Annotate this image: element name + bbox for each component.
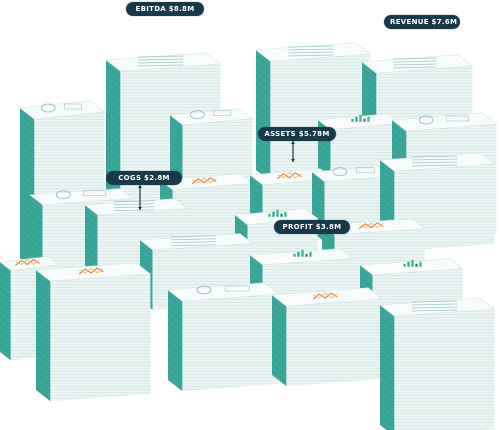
bar-chart-icon — [268, 209, 287, 217]
assets-connector — [291, 141, 295, 162]
text-document-icon — [171, 235, 217, 247]
ebitda-label: EBITDA $8.8M — [126, 2, 204, 16]
cogs-label: COGS $2.8M — [106, 171, 182, 185]
text-document-icon — [288, 45, 334, 57]
stack-front-2 — [167, 282, 280, 392]
label-connectors — [138, 141, 295, 210]
pie-chart-icon — [332, 167, 348, 177]
bar-chart-icon — [293, 249, 312, 257]
text-document-icon — [393, 57, 437, 69]
bar-chart-icon — [403, 259, 422, 267]
pie-chart-icon — [196, 285, 212, 295]
line-chart-icon — [359, 222, 384, 230]
assets-label: ASSETS $5.78M — [258, 127, 336, 141]
line-chart-icon — [78, 267, 104, 275]
stack-front-1 — [35, 262, 152, 402]
pie-chart-icon — [40, 103, 56, 113]
text-document-icon — [138, 55, 184, 67]
text-document-icon — [412, 300, 458, 312]
cogs-connector — [138, 185, 142, 210]
line-chart-icon — [15, 258, 40, 266]
revenue-label: REVENUE $7.6M — [384, 15, 460, 29]
line-chart-icon — [312, 292, 338, 300]
profit-label: PROFIT $3.8M — [274, 220, 350, 234]
line-chart-icon — [192, 177, 217, 185]
line-chart-icon — [277, 172, 302, 180]
stack-front-4 — [379, 297, 496, 430]
bar-chart-icon — [351, 114, 370, 122]
text-document-icon — [113, 200, 155, 212]
text-document-icon — [412, 155, 458, 167]
paper-stacks — [0, 42, 498, 430]
pie-chart-icon — [418, 115, 434, 125]
stack-front-3 — [271, 287, 384, 387]
pie-chart-icon — [55, 190, 71, 200]
pie-chart-icon — [189, 110, 205, 120]
